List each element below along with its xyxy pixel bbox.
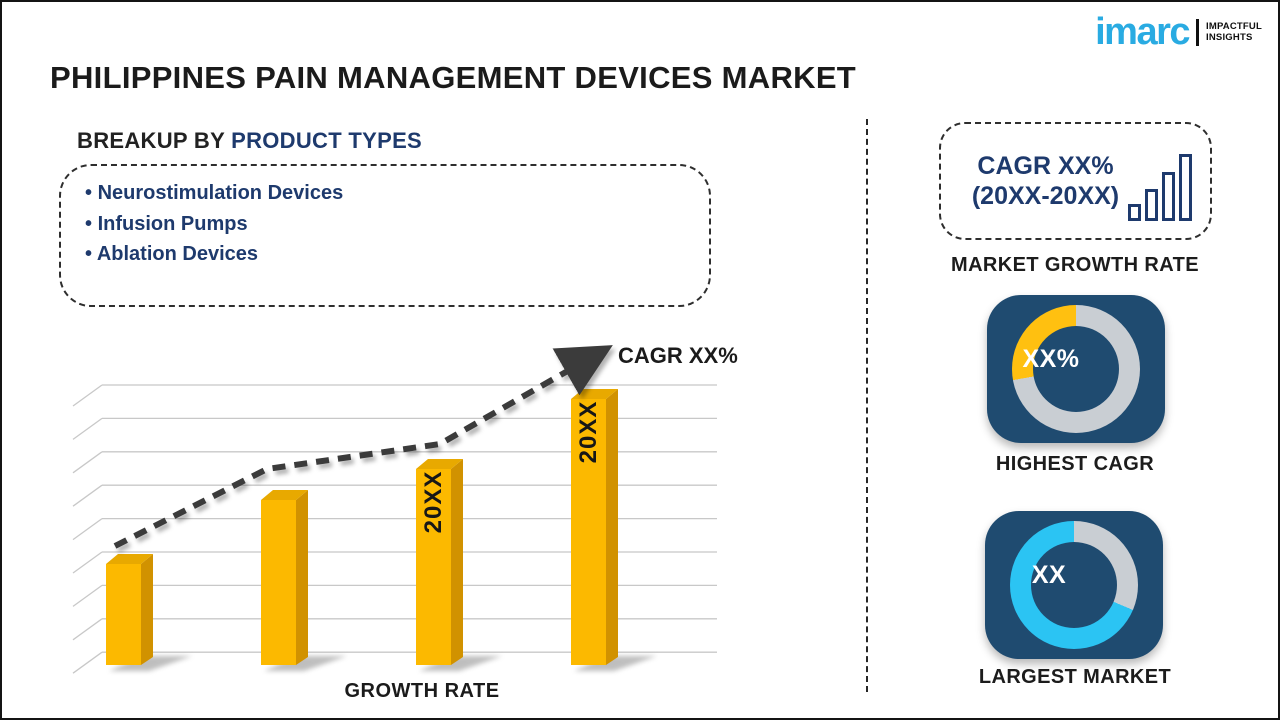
highest-cagr-donut-chart	[1012, 305, 1140, 433]
cagr-trend-label: CAGR XX%	[618, 343, 738, 368]
chart-gridlines	[72, 384, 717, 674]
breakup-heading: BREAKUP BY PRODUCT TYPES	[77, 128, 422, 154]
logo-tagline: IMPACTFUL INSIGHTS	[1206, 21, 1262, 43]
market-growth-rate-label: MARKET GROWTH RATE	[951, 254, 1199, 276]
highest-cagr-value: XX%	[1022, 344, 1080, 373]
bar-2	[261, 490, 347, 671]
logo-separator	[1196, 18, 1200, 46]
logo-tagline-line1: IMPACTFUL	[1206, 21, 1262, 32]
bar-1	[106, 554, 192, 671]
bar-year-label: 20XX	[575, 401, 602, 464]
list-item: Ablation Devices	[85, 239, 709, 270]
bar-year-label: 20XX	[420, 471, 447, 534]
largest-market-donut-chart	[1010, 521, 1138, 649]
list-item: Infusion Pumps	[85, 209, 709, 240]
ascending-bars-icon	[1128, 151, 1192, 221]
imarc-logo: imarc IMPACTFUL INSIGHTS	[1095, 11, 1262, 53]
cagr-callout-text: CAGR XX% (20XX-20XX)	[963, 151, 1128, 211]
largest-market-value: XX	[1031, 560, 1067, 589]
bar-4: 20XX	[571, 389, 657, 671]
bar-3: 20XX	[416, 459, 502, 671]
growth-rate-bar-chart: 20XX 20XX	[72, 345, 717, 674]
highest-cagr-label: HIGHEST CAGR	[995, 453, 1155, 475]
page-title: PHILIPPINES PAIN MANAGEMENT DEVICES MARK…	[50, 60, 857, 95]
chart-x-axis-label: GROWTH RATE	[344, 680, 500, 702]
imarc-logo-wordmark: imarc	[1095, 11, 1190, 53]
largest-market-label: LARGEST MARKET	[978, 666, 1172, 688]
list-item: Neurostimulation Devices	[85, 178, 709, 209]
cagr-period-line: (20XX-20XX)	[971, 182, 1120, 210]
highest-cagr-card: XX%	[987, 295, 1165, 443]
largest-market-card: XX	[985, 511, 1163, 659]
cagr-callout-box: CAGR XX% (20XX-20XX)	[939, 122, 1212, 240]
product-types-box: Neurostimulation Devices Infusion Pumps …	[59, 164, 711, 307]
breakup-heading-prefix: BREAKUP BY	[77, 128, 225, 153]
logo-tagline-line2: INSIGHTS	[1206, 32, 1253, 43]
breakup-heading-highlight: PRODUCT TYPES	[231, 128, 423, 153]
section-divider	[866, 119, 868, 692]
cagr-value-line: CAGR XX%	[977, 152, 1114, 180]
